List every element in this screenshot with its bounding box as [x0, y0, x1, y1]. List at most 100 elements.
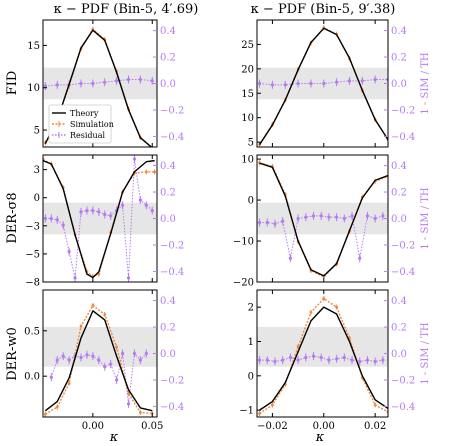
- residual-point: [273, 222, 277, 226]
- residual-point: [115, 79, 119, 83]
- residual-point: [49, 216, 53, 221]
- residual-point: [319, 214, 323, 218]
- simulation-point: [127, 392, 130, 395]
- residual-point: [281, 219, 285, 223]
- y-tick-label: 20: [241, 64, 254, 75]
- residual-point: [61, 354, 65, 358]
- y2-tick-label: 0.0: [160, 349, 176, 360]
- residual-point: [132, 351, 137, 356]
- residual-point: [257, 220, 262, 225]
- right-axis-label: 1 - SIM / TH: [420, 52, 431, 115]
- residual-band: [43, 67, 157, 100]
- residual-point: [373, 359, 377, 364]
- residual-point: [283, 83, 287, 87]
- residual-point: [126, 402, 131, 406]
- residual-point: [273, 359, 277, 364]
- residual-point: [91, 354, 95, 358]
- residual-point: [144, 351, 148, 356]
- residual-point: [342, 216, 346, 221]
- residual-point: [322, 81, 326, 86]
- y2-tick-label: 0.0: [391, 349, 407, 360]
- y-tick-label: 10: [27, 83, 40, 94]
- y2-tick-label: −0.2: [391, 105, 415, 116]
- right-axis-label: 1 - SIM / TH: [420, 322, 431, 385]
- y2-tick-label: −0.4: [160, 402, 184, 413]
- residual-point: [327, 358, 331, 362]
- y2-tick-label: −0.2: [160, 105, 184, 116]
- residual-point: [43, 84, 47, 88]
- residual-point: [79, 355, 83, 360]
- residual-point: [304, 215, 308, 219]
- y-tick-label: 0: [248, 371, 254, 382]
- residual-point: [270, 83, 275, 87]
- y2-tick-label: −0.2: [391, 240, 415, 251]
- residual-point: [335, 80, 339, 84]
- residual-point: [109, 214, 113, 218]
- legend-label-theory: Theory: [70, 109, 99, 118]
- residual-point: [126, 276, 131, 280]
- simulation-point: [144, 170, 148, 174]
- panel-3: −8 −5 −3 0 3 −0.4 −0.2 0.0 0.2 0.4: [25, 154, 184, 289]
- residual-point: [150, 208, 154, 213]
- residual-point: [91, 208, 95, 213]
- residual-point: [97, 210, 101, 214]
- legend: Theory Simulation Residual: [48, 104, 114, 144]
- y-tick-label: −3: [25, 221, 40, 232]
- x-tick-label: 0.02: [364, 421, 386, 432]
- residual-point: [120, 203, 125, 207]
- y-tick-label: 0.5: [24, 326, 40, 337]
- y2-tick-label: 0.4: [391, 161, 407, 172]
- residual-point: [43, 216, 47, 221]
- y2-tick-label: 0.2: [160, 188, 176, 199]
- residual-point: [61, 223, 65, 227]
- residual-point: [138, 198, 142, 202]
- residual-point: [257, 81, 262, 86]
- theory-line: [44, 310, 153, 412]
- residual-point: [335, 215, 339, 219]
- residual-point: [381, 214, 385, 218]
- y-tick-label: −10: [233, 237, 254, 248]
- y-tick-label: 2: [248, 303, 254, 314]
- residual-point: [115, 378, 119, 382]
- y2-tick-label: 0.2: [160, 53, 176, 64]
- column-title-right: κ − PDF (Bin-5, 9′.38): [251, 2, 396, 17]
- residual-point: [85, 208, 89, 213]
- residual-point: [350, 358, 354, 362]
- simulation-point: [79, 324, 83, 328]
- simulation-point: [335, 305, 339, 309]
- plot-area: [43, 155, 157, 282]
- y-tick-label: 0: [248, 196, 254, 207]
- row-label-fid: FID: [5, 71, 20, 96]
- y2-tick-label: 0.2: [391, 323, 407, 334]
- residual-point: [67, 358, 71, 362]
- panel-6: −1 0 1 2 −0.4 −0.2 0.0 0.2 0.4 −0.02 0.00 0.02 1 - S…: [239, 289, 431, 432]
- plot-area: [257, 160, 388, 280]
- residual-point: [350, 214, 354, 218]
- y2-tick-label: 0.0: [391, 79, 407, 90]
- residual-line: [50, 352, 147, 404]
- residual-point: [55, 83, 59, 87]
- y-tick-label: 10: [241, 155, 254, 166]
- residual-point: [288, 355, 292, 360]
- simulation-point: [271, 403, 274, 407]
- y-tick-label: 15: [241, 89, 254, 100]
- residual-point: [319, 355, 323, 360]
- y2-tick-label: 0.0: [160, 214, 176, 225]
- residual-point: [138, 77, 142, 82]
- y2-tick-label: 0.2: [391, 188, 407, 199]
- panel-1: 5 10 15 −0.4 −0.2 0.0 0.2 0.4 Theory Simulation Re…: [27, 19, 184, 148]
- simulation-point: [91, 304, 95, 307]
- residual-point: [103, 365, 107, 369]
- y2-tick-label: 0.4: [160, 161, 176, 172]
- y-tick-label: 0.0: [24, 372, 40, 383]
- theory-line: [43, 159, 155, 279]
- y2-tick-label: −0.4: [391, 267, 415, 278]
- residual-line: [259, 215, 384, 259]
- residual-band: [43, 202, 157, 235]
- simulation-point: [373, 403, 377, 407]
- right-axis-label: 1 - SIM / TH: [420, 187, 431, 250]
- residual-point: [358, 256, 362, 260]
- x-tick-label: 0.00: [82, 421, 104, 432]
- residual-point: [373, 77, 377, 82]
- y-tick-label: 15: [27, 41, 40, 52]
